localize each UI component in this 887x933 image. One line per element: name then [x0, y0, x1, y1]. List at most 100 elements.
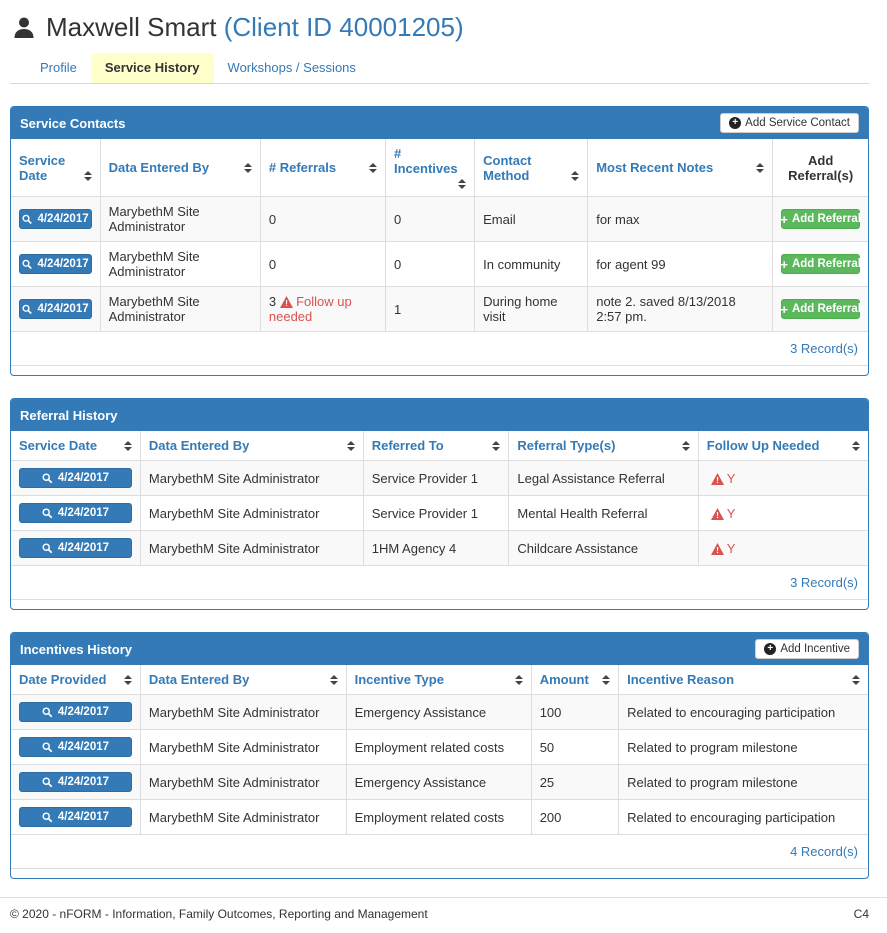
table-row: 4/24/2017 MarybethM Site Administrator 0…	[11, 241, 868, 287]
service-contacts-title: Service Contacts	[20, 115, 126, 131]
record-count: 3 Record(s)	[11, 565, 868, 600]
add-incentive-button[interactable]: + Add Incentive	[755, 639, 859, 659]
sort-arrows-icon	[852, 675, 860, 685]
entered-by-cell: MarybethM Site Administrator	[140, 729, 347, 765]
add-referral-button[interactable]: + Add Referral	[780, 299, 861, 319]
magnifier-icon	[42, 706, 53, 717]
incentive-type-cell: Emergency Assistance	[346, 694, 532, 730]
view-incentive-button[interactable]: 4/24/2017	[19, 737, 132, 757]
view-service-contact-button[interactable]: 4/24/2017	[19, 299, 92, 319]
incentives-history-header-row: Date Provided Data Entered By Incentive …	[11, 665, 868, 695]
magnifier-icon	[22, 214, 32, 224]
version-label: C4	[853, 907, 869, 921]
magnifier-icon	[42, 542, 53, 553]
view-referral-button[interactable]: 4/24/2017	[19, 503, 132, 523]
view-incentive-button[interactable]: 4/24/2017	[19, 702, 132, 722]
referred-to-cell: Service Provider 1	[363, 460, 510, 496]
follow-up-cell: ! Y	[698, 460, 868, 496]
referred-to-cell: 1HM Agency 4	[363, 530, 510, 566]
warning-triangle-icon: !	[710, 507, 724, 520]
table-row: 4/24/2017 MarybethM Site Administrator E…	[11, 764, 868, 800]
entered-by-cell: MarybethM Site Administrator	[140, 799, 347, 835]
contact-method-cell: During home visit	[474, 286, 589, 332]
referrals-cell: 0	[260, 241, 386, 287]
warning-triangle-icon: !	[710, 472, 724, 485]
svg-text:!: !	[716, 510, 719, 520]
notes-cell: note 2. saved 8/13/2018 2:57 pm.	[587, 286, 774, 332]
add-service-contact-button[interactable]: + Add Service Contact	[720, 113, 859, 133]
col-service-date[interactable]: Service Date	[11, 431, 141, 461]
sort-arrows-icon	[602, 675, 611, 685]
follow-up-cell: ! Y	[698, 530, 868, 566]
follow-up-cell: ! Y	[698, 495, 868, 531]
sort-arrows-icon	[346, 441, 355, 451]
view-incentive-button[interactable]: 4/24/2017	[19, 772, 132, 792]
referral-history-table: Service Date Data Entered By Referred To…	[11, 431, 868, 600]
col-num-incentives[interactable]: # Incentives	[385, 139, 476, 197]
entered-by-cell: MarybethM Site Administrator	[140, 495, 364, 531]
plus-circle-icon: +	[764, 643, 777, 655]
referral-history-header-row: Service Date Data Entered By Referred To…	[11, 431, 868, 461]
col-follow-up-needed[interactable]: Follow Up Needed	[698, 431, 868, 461]
page-footer: © 2020 - nFORM - Information, Family Out…	[0, 897, 887, 933]
sort-arrows-icon	[852, 441, 860, 451]
view-referral-button[interactable]: 4/24/2017	[19, 468, 132, 488]
sort-arrows-icon	[243, 163, 252, 173]
svg-text:!: !	[285, 298, 288, 308]
col-incentive-reason[interactable]: Incentive Reason	[618, 665, 868, 695]
magnifier-icon	[42, 472, 53, 483]
reason-cell: Related to program milestone	[618, 764, 868, 800]
col-data-entered-by[interactable]: Data Entered By	[140, 431, 364, 461]
sort-arrows-icon	[681, 441, 690, 451]
amount-cell: 50	[531, 729, 620, 765]
add-referral-button[interactable]: + Add Referral	[780, 209, 861, 229]
entered-by-cell: MarybethM Site Administrator	[100, 286, 261, 332]
svg-text:!: !	[716, 545, 719, 555]
plus-icon: +	[780, 211, 788, 227]
plus-circle-icon: +	[729, 117, 742, 129]
incentives-cell: 0	[385, 241, 476, 287]
client-name: Maxwell Smart	[46, 12, 217, 42]
svg-text:!: !	[716, 475, 719, 485]
tab-profile[interactable]: Profile	[40, 60, 77, 75]
col-num-referrals[interactable]: # Referrals	[260, 139, 386, 197]
incentives-history-title: Incentives History	[20, 641, 132, 657]
col-referred-to[interactable]: Referred To	[363, 431, 510, 461]
incentive-type-cell: Employment related costs	[346, 799, 532, 835]
col-add-referrals: Add Referral(s)	[772, 139, 868, 197]
warning-triangle-icon: !	[710, 542, 724, 555]
sort-arrows-icon	[571, 170, 580, 181]
contact-method-cell: In community	[474, 241, 589, 287]
tab-bar: Profile Service History Workshops / Sess…	[10, 53, 869, 84]
add-referral-button[interactable]: + Add Referral	[780, 254, 861, 274]
amount-cell: 25	[531, 764, 620, 800]
sort-arrows-icon	[123, 441, 132, 451]
client-header: Maxwell Smart (Client ID 40001205)	[12, 12, 869, 43]
incentives-history-table: Date Provided Data Entered By Incentive …	[11, 665, 868, 869]
table-row: 4/24/2017 MarybethM Site Administrator 1…	[11, 530, 868, 566]
col-incentive-type[interactable]: Incentive Type	[346, 665, 532, 695]
entered-by-cell: MarybethM Site Administrator	[140, 764, 347, 800]
entered-by-cell: MarybethM Site Administrator	[140, 694, 347, 730]
view-referral-button[interactable]: 4/24/2017	[19, 538, 132, 558]
col-data-entered-by[interactable]: Data Entered By	[100, 139, 261, 197]
col-service-date[interactable]: Service Date	[11, 139, 101, 197]
col-data-entered-by[interactable]: Data Entered By	[140, 665, 347, 695]
col-amount[interactable]: Amount	[531, 665, 620, 695]
view-service-contact-button[interactable]: 4/24/2017	[19, 209, 92, 229]
referral-history-title: Referral History	[20, 407, 118, 423]
client-id: (Client ID 40001205)	[223, 12, 464, 42]
plus-icon: +	[780, 301, 788, 317]
col-most-recent-notes[interactable]: Most Recent Notes	[587, 139, 774, 197]
view-service-contact-button[interactable]: 4/24/2017	[19, 254, 92, 274]
tab-workshops-sessions[interactable]: Workshops / Sessions	[227, 60, 356, 75]
magnifier-icon	[42, 741, 53, 752]
col-contact-method[interactable]: Contact Method	[474, 139, 589, 197]
col-date-provided[interactable]: Date Provided	[11, 665, 141, 695]
tab-service-history[interactable]: Service History	[90, 53, 214, 83]
incentives-history-panel: Incentives History + Add Incentive Date …	[10, 632, 869, 879]
col-referral-types[interactable]: Referral Type(s)	[508, 431, 699, 461]
table-row: 4/24/2017 MarybethM Site Administrator S…	[11, 495, 868, 531]
copyright-text: © 2020 - nFORM - Information, Family Out…	[10, 907, 428, 921]
view-incentive-button[interactable]: 4/24/2017	[19, 807, 132, 827]
